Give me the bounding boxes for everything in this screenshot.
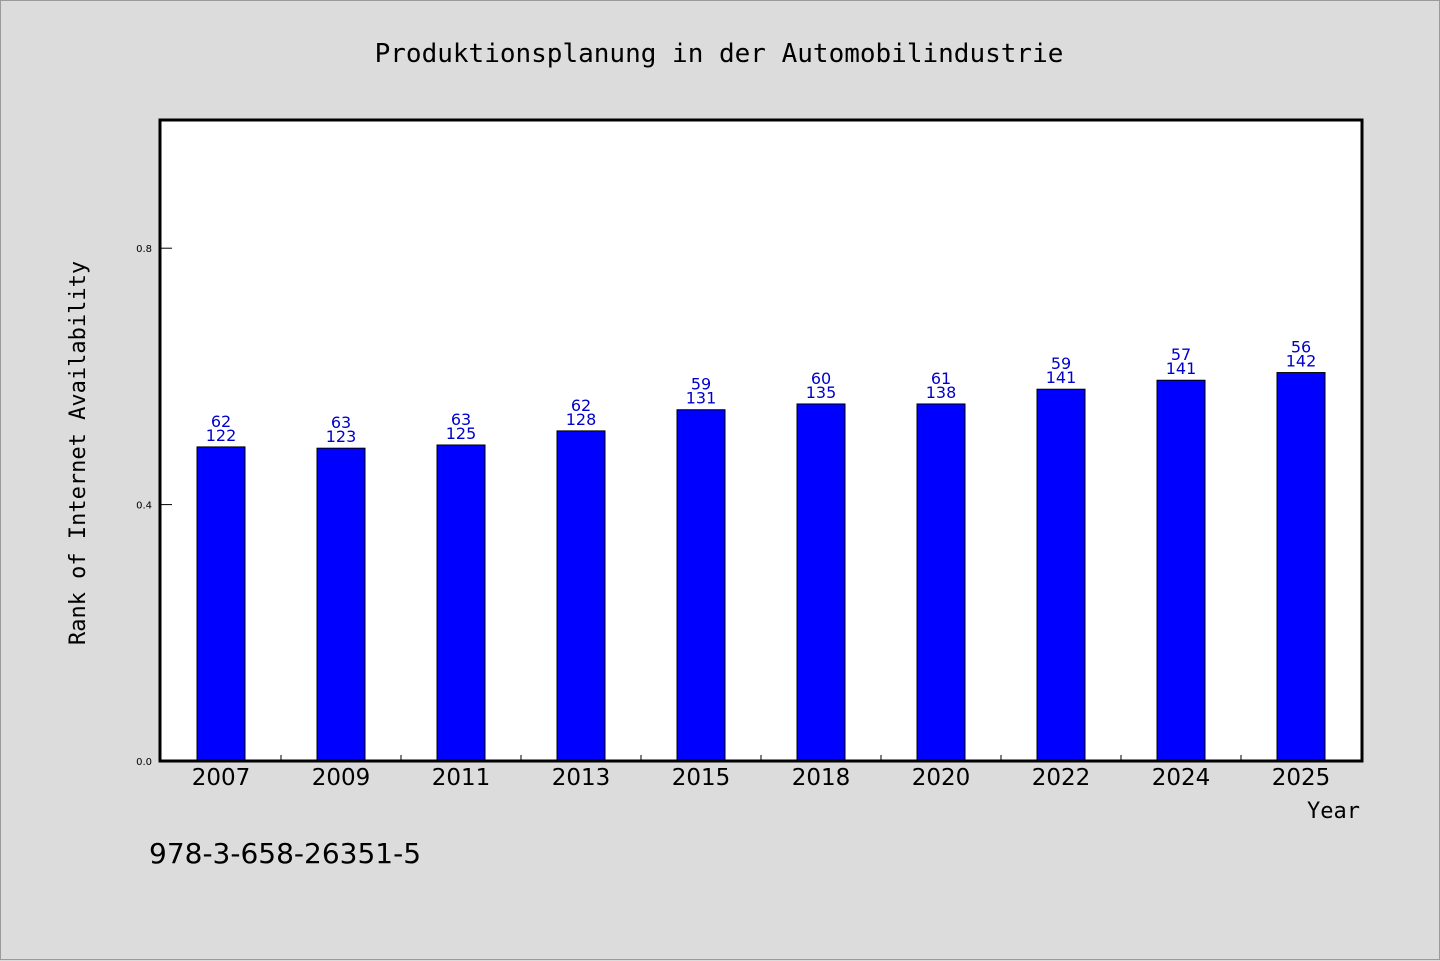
bars-group bbox=[196, 372, 1326, 762]
bar-2018 bbox=[796, 403, 846, 762]
bar-label-top-2013: 62 bbox=[571, 396, 591, 415]
isbn-footnote: 978-3-658-26351-5 bbox=[149, 837, 421, 870]
bar-label-top-2024: 57 bbox=[1171, 345, 1191, 364]
bar-2013 bbox=[556, 430, 606, 762]
bar-2024 bbox=[1156, 379, 1206, 762]
bar-label-top-2020: 61 bbox=[931, 369, 951, 388]
bar-2015 bbox=[676, 409, 726, 762]
bar-label-bottom-2025: 142 bbox=[1286, 352, 1317, 371]
y-tick-label-0.4: 0.4 bbox=[136, 501, 152, 512]
data-labels-group: 6212263123631256212859131601356113859141… bbox=[206, 338, 1317, 447]
x-tick-label-2009: 2009 bbox=[312, 765, 371, 791]
x-tick-label-2011: 2011 bbox=[432, 765, 491, 791]
bar-label-bottom-2015: 131 bbox=[686, 389, 717, 408]
bar-label-bottom-2011: 125 bbox=[446, 424, 477, 443]
bar-label-top-2018: 60 bbox=[811, 369, 831, 388]
x-tick-label-2015: 2015 bbox=[672, 765, 731, 791]
bar-label-top-2009: 63 bbox=[331, 413, 351, 432]
x-tick-label-2018: 2018 bbox=[792, 765, 851, 791]
bar-label-bottom-2022: 141 bbox=[1046, 368, 1077, 387]
y-axis-label: Rank of Internet Availability bbox=[66, 261, 91, 645]
x-tick-label-2025: 2025 bbox=[1272, 765, 1331, 791]
bar-2020 bbox=[916, 403, 966, 762]
bar-label-bottom-2009: 123 bbox=[326, 427, 357, 446]
bar-2007 bbox=[196, 446, 246, 762]
x-tick-label-2022: 2022 bbox=[1032, 765, 1091, 791]
bar-label-bottom-2024: 141 bbox=[1166, 359, 1197, 378]
bar-label-top-2022: 59 bbox=[1051, 354, 1071, 373]
chart-title: Produktionsplanung in der Automobilindus… bbox=[375, 39, 1064, 69]
x-tick-label-2024: 2024 bbox=[1152, 765, 1211, 791]
bar-label-top-2007: 62 bbox=[211, 412, 231, 431]
bar-2011 bbox=[436, 444, 486, 762]
bar-label-bottom-2020: 138 bbox=[926, 383, 957, 402]
y-tick-label-0.0: 0.0 bbox=[136, 757, 152, 768]
x-axis: 2007 2009 2011 2013 2015 2018 2020 2022 2024 2025 bbox=[192, 755, 1331, 791]
bar-2025 bbox=[1276, 372, 1326, 762]
bar-label-bottom-2013: 128 bbox=[566, 410, 597, 429]
x-tick-label-2020: 2020 bbox=[912, 765, 971, 791]
bar-label-top-2025: 56 bbox=[1291, 338, 1311, 357]
plot-border bbox=[158, 118, 1364, 763]
x-tick-label-2013: 2013 bbox=[552, 765, 611, 791]
bar-label-top-2011: 63 bbox=[451, 410, 471, 429]
x-axis-label: Year bbox=[1307, 799, 1360, 824]
y-tick-label-0.8: 0.8 bbox=[136, 244, 152, 255]
bar-label-bottom-2007: 122 bbox=[206, 426, 237, 445]
x-tick-label-2007: 2007 bbox=[192, 765, 251, 791]
bar-label-bottom-2018: 135 bbox=[806, 383, 837, 402]
bar-label-top-2015: 59 bbox=[691, 375, 711, 394]
bar-2022 bbox=[1036, 388, 1086, 762]
bar-2009 bbox=[316, 447, 366, 762]
